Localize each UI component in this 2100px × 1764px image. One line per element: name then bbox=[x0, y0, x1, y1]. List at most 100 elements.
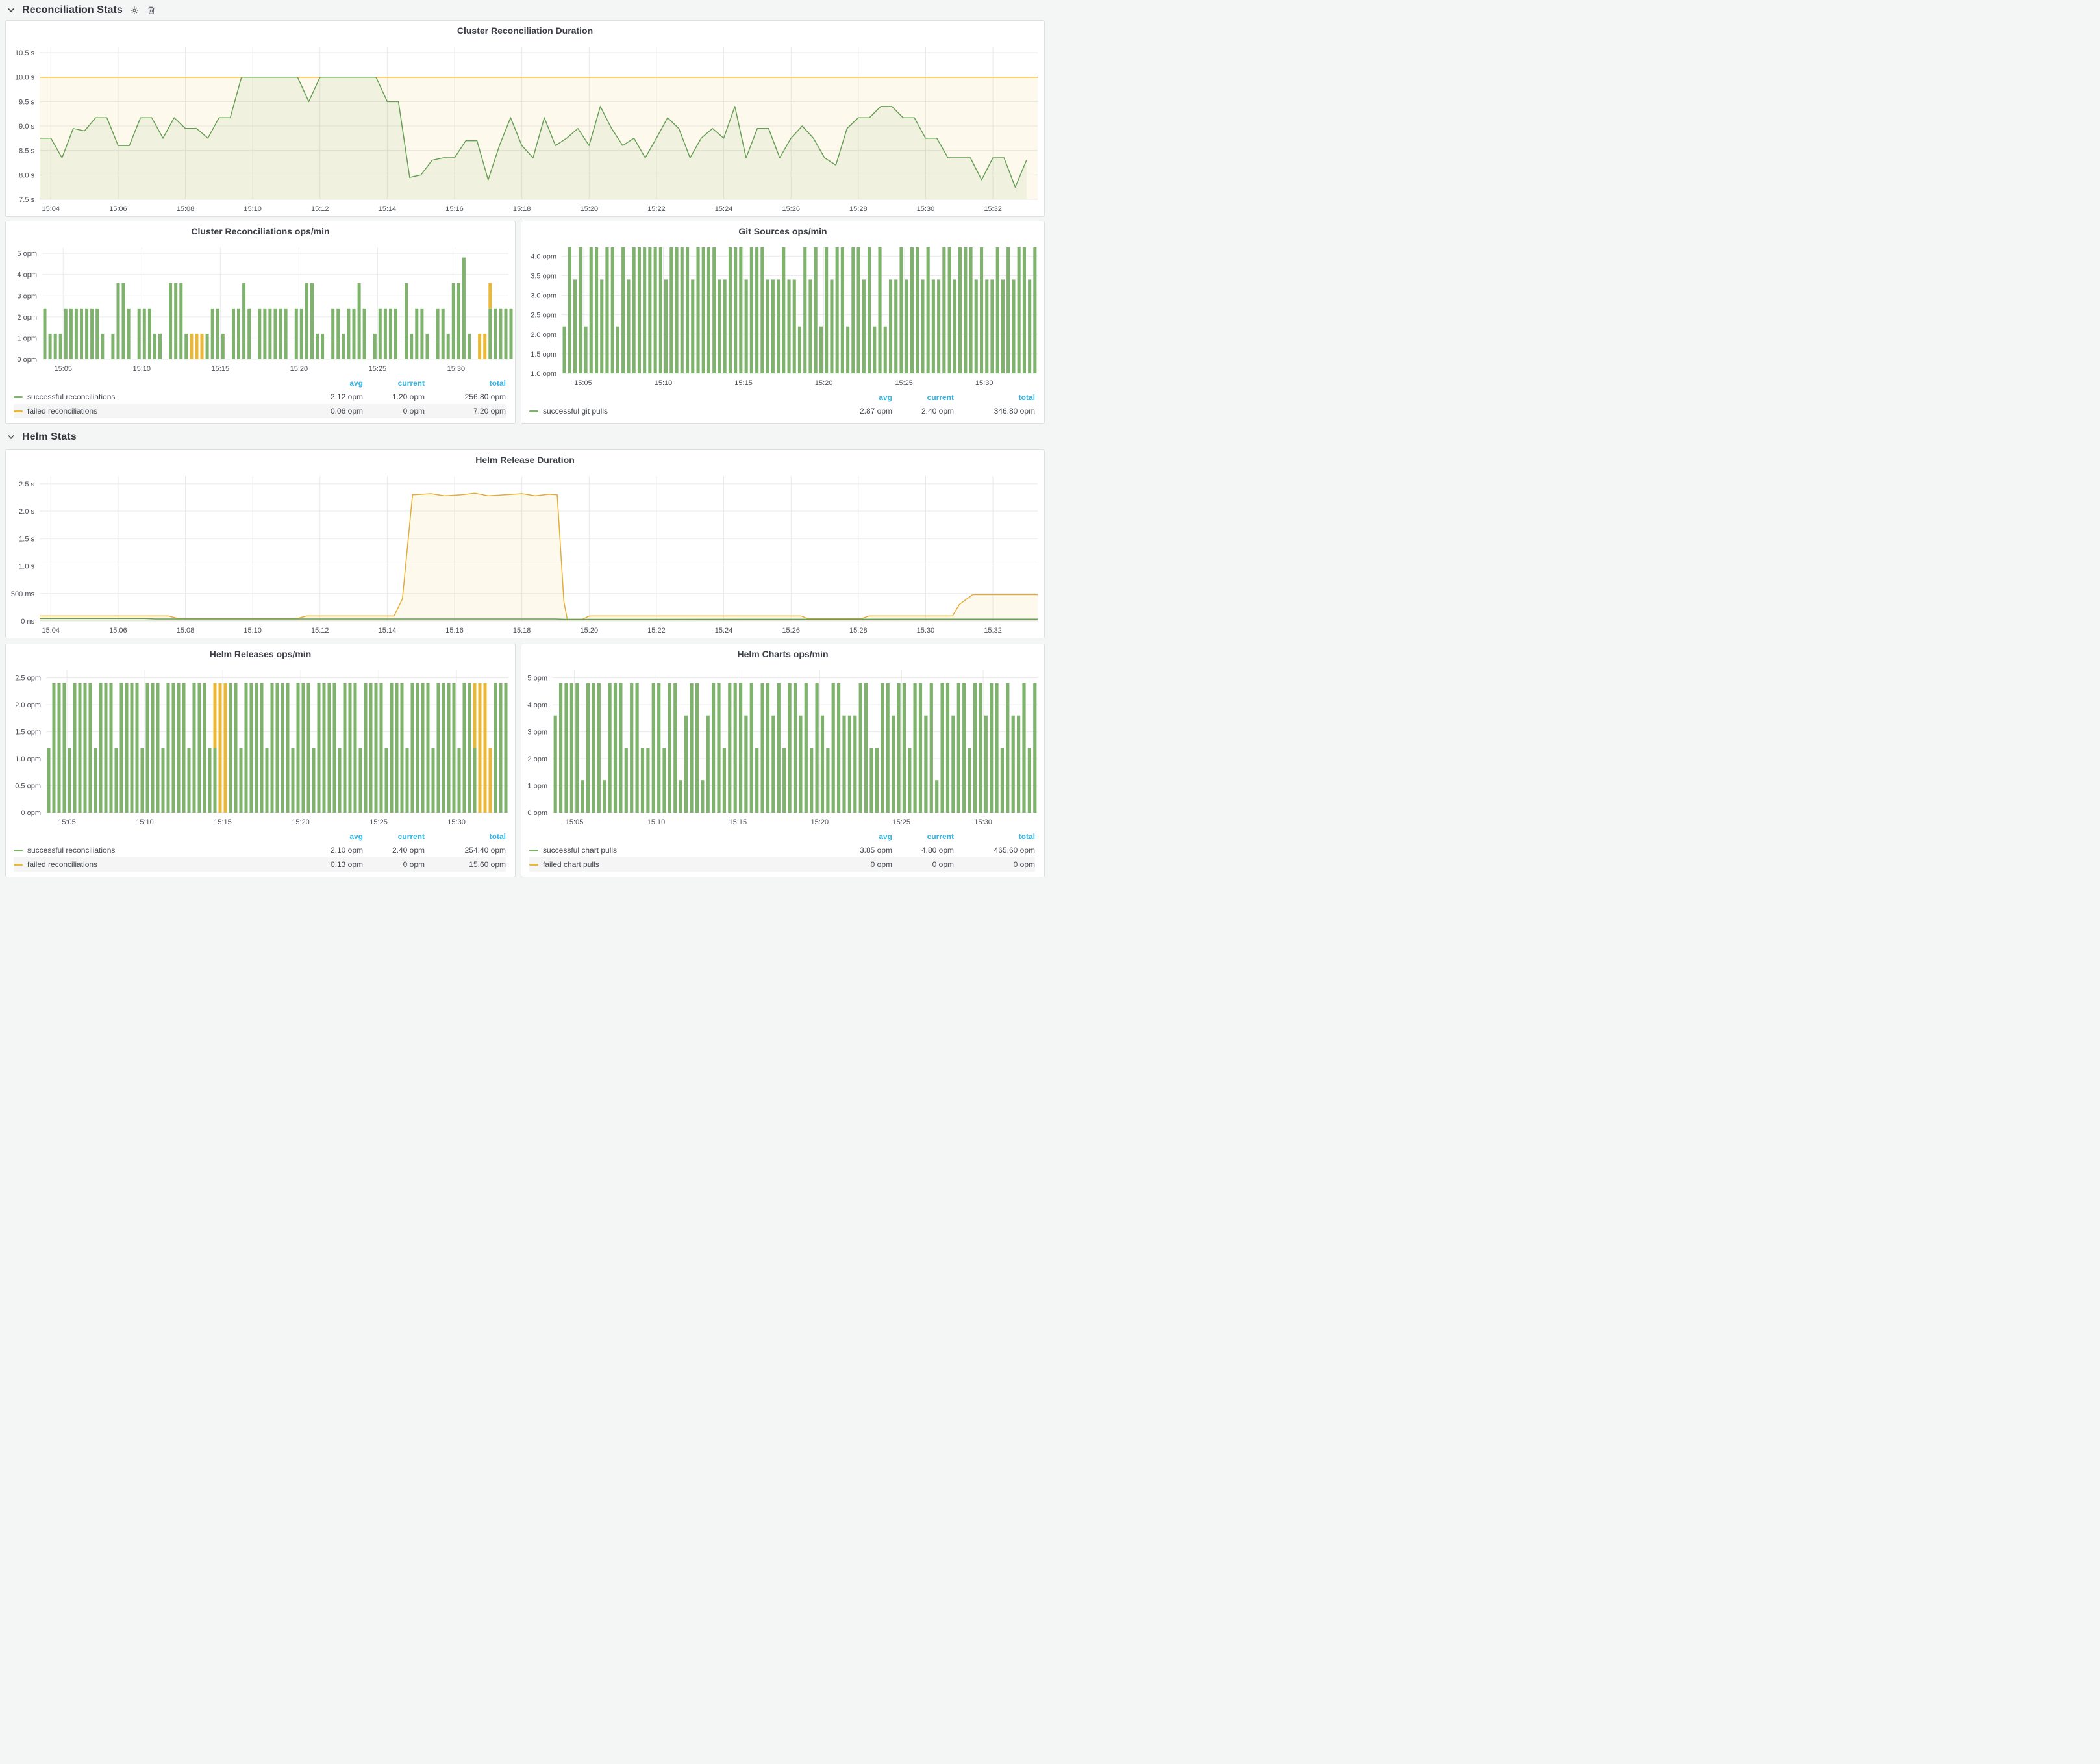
legend-value-avg: 0.06 opm bbox=[305, 404, 363, 418]
legend-value-total: 256.80 opm bbox=[464, 392, 506, 401]
svg-text:4.0 opm: 4.0 opm bbox=[531, 253, 556, 260]
svg-text:15:05: 15:05 bbox=[566, 818, 584, 826]
legend-series-swatch bbox=[529, 863, 538, 866]
svg-text:3.5 opm: 3.5 opm bbox=[531, 272, 556, 280]
svg-text:15:06: 15:06 bbox=[109, 627, 127, 635]
panel-title[interactable]: Helm Release Duration bbox=[475, 455, 575, 465]
legend-series-name: failed reconciliations bbox=[27, 860, 98, 869]
legend-sort-avg[interactable]: avg bbox=[349, 379, 363, 388]
svg-text:15:20: 15:20 bbox=[815, 379, 833, 387]
panel-cluster-reconciliations-opm: Cluster Reconciliations ops/min 15:05 15:… bbox=[5, 221, 516, 424]
svg-text:15:30: 15:30 bbox=[447, 365, 466, 373]
svg-text:15:05: 15:05 bbox=[54, 365, 72, 373]
svg-text:3.0 opm: 3.0 opm bbox=[531, 292, 556, 300]
legend-series-swatch bbox=[529, 849, 538, 851]
svg-text:15:20: 15:20 bbox=[581, 205, 599, 213]
svg-text:8.0 s: 8.0 s bbox=[19, 171, 34, 179]
svg-text:8.5 s: 8.5 s bbox=[19, 147, 34, 155]
legend-sort-avg[interactable]: avg bbox=[879, 393, 892, 402]
legend-series-name: successful reconciliations bbox=[27, 392, 116, 401]
svg-text:4 opm: 4 opm bbox=[17, 271, 37, 279]
cluster-reconciliation-duration-chart[interactable]: 15:04 15:06 15:08 15:10 15:12 15:14 15:16 15:18… bbox=[6, 40, 1044, 216]
legend-series-name: failed chart pulls bbox=[543, 860, 599, 869]
panel-title[interactable]: Cluster Reconciliations ops/min bbox=[191, 226, 330, 236]
svg-text:15:15: 15:15 bbox=[214, 818, 232, 826]
legend-value-avg: 2.87 opm bbox=[859, 407, 892, 416]
trash-icon[interactable] bbox=[146, 5, 156, 16]
panel-helm-charts-opm: Helm Charts ops/min 15:05 15:10 15:15 15:20… bbox=[521, 644, 1045, 877]
svg-text:3 opm: 3 opm bbox=[17, 292, 37, 300]
svg-text:15:32: 15:32 bbox=[984, 205, 1002, 213]
legend-series-label[interactable]: failed reconciliations bbox=[14, 404, 305, 418]
legend-value-current: 0 opm bbox=[363, 404, 425, 418]
section-title[interactable]: Helm Stats bbox=[22, 431, 77, 442]
svg-text:15:26: 15:26 bbox=[782, 205, 800, 213]
legend-value-total: 15.60 opm bbox=[425, 857, 506, 872]
legend-series-name: successful reconciliations bbox=[27, 846, 116, 855]
svg-text:0 opm: 0 opm bbox=[21, 809, 41, 817]
legend-sort-current[interactable]: current bbox=[397, 379, 425, 388]
legend-sort-avg[interactable]: avg bbox=[879, 832, 892, 841]
svg-text:15:28: 15:28 bbox=[849, 205, 868, 213]
chevron-down-icon[interactable] bbox=[6, 433, 16, 442]
svg-text:15:18: 15:18 bbox=[513, 205, 531, 213]
panel-title[interactable]: Cluster Reconciliation Duration bbox=[456, 25, 594, 36]
svg-text:15:26: 15:26 bbox=[782, 627, 800, 635]
svg-text:1.5 opm: 1.5 opm bbox=[15, 729, 41, 737]
legend: avg current total successful reconciliation… bbox=[6, 829, 515, 877]
svg-text:15:08: 15:08 bbox=[177, 627, 195, 635]
legend-sort-total[interactable]: total bbox=[1018, 832, 1035, 841]
legend-sort-total[interactable]: total bbox=[489, 379, 506, 388]
svg-text:15:15: 15:15 bbox=[734, 379, 753, 387]
svg-text:15:10: 15:10 bbox=[136, 818, 154, 826]
svg-text:1.0 opm: 1.0 opm bbox=[15, 755, 41, 763]
legend-sort-current[interactable]: current bbox=[397, 832, 425, 841]
svg-text:2.0 opm: 2.0 opm bbox=[15, 701, 41, 709]
legend-series-label[interactable]: failed chart pulls bbox=[529, 857, 834, 872]
svg-text:15:10: 15:10 bbox=[244, 627, 262, 635]
legend-series-swatch bbox=[14, 410, 23, 412]
svg-text:3 opm: 3 opm bbox=[527, 729, 547, 737]
legend-series-label[interactable]: successful git pulls bbox=[529, 404, 834, 418]
legend-sort-total[interactable]: total bbox=[489, 832, 506, 841]
section-title[interactable]: Reconciliation Stats bbox=[22, 4, 123, 16]
chevron-down-icon[interactable] bbox=[6, 6, 16, 15]
svg-text:1 opm: 1 opm bbox=[527, 783, 547, 790]
legend-sort-current[interactable]: current bbox=[927, 832, 954, 841]
legend-value-current: 4.80 opm bbox=[921, 846, 954, 855]
cluster-reconciliations-opm-chart[interactable]: 15:05 15:10 15:15 15:20 15:25 15:30 0 opm 1 opm… bbox=[6, 241, 515, 376]
legend-sort-current[interactable]: current bbox=[927, 393, 954, 402]
legend: avg current total successful reconciliation… bbox=[6, 376, 515, 423]
legend-sort-avg[interactable]: avg bbox=[349, 832, 363, 841]
svg-text:15:24: 15:24 bbox=[715, 627, 733, 635]
panel-title[interactable]: Git Sources ops/min bbox=[738, 226, 827, 236]
svg-text:15:16: 15:16 bbox=[445, 205, 464, 213]
legend-series-label[interactable]: successful chart pulls bbox=[529, 843, 834, 857]
legend-series-label[interactable]: successful reconciliations bbox=[14, 390, 305, 404]
svg-text:15:10: 15:10 bbox=[655, 379, 673, 387]
svg-text:15:20: 15:20 bbox=[290, 365, 308, 373]
legend-series-label[interactable]: successful reconciliations bbox=[14, 843, 305, 857]
helm-releases-opm-chart[interactable]: 15:05 15:10 15:15 15:20 15:25 15:30 0 opm 0.5 o… bbox=[6, 664, 515, 829]
svg-text:0.5 opm: 0.5 opm bbox=[15, 783, 41, 790]
svg-text:2.0 s: 2.0 s bbox=[19, 508, 34, 516]
legend-series-swatch bbox=[14, 863, 23, 866]
svg-text:2 opm: 2 opm bbox=[17, 314, 37, 321]
git-sources-opm-chart[interactable]: 15:05 15:10 15:15 15:20 15:25 15:30 1.0 opm 1.5… bbox=[521, 241, 1044, 390]
legend-series-label[interactable]: failed reconciliations bbox=[14, 857, 305, 872]
legend-value-current: 0 opm bbox=[363, 857, 425, 872]
legend-table: avg current total successful reconciliation… bbox=[14, 831, 506, 872]
svg-text:5 opm: 5 opm bbox=[17, 250, 37, 258]
helm-charts-opm-chart[interactable]: 15:05 15:10 15:15 15:20 15:25 15:30 0 opm 1 opm… bbox=[521, 664, 1044, 829]
panel-title[interactable]: Helm Releases ops/min bbox=[209, 649, 312, 659]
gear-icon[interactable] bbox=[129, 5, 140, 16]
legend-sort-total[interactable]: total bbox=[1018, 393, 1035, 402]
svg-text:7.5 s: 7.5 s bbox=[19, 196, 34, 204]
svg-text:15:20: 15:20 bbox=[811, 818, 829, 826]
panel-title[interactable]: Helm Charts ops/min bbox=[737, 649, 829, 659]
svg-text:15:15: 15:15 bbox=[212, 365, 230, 373]
legend-value-avg: 0 opm bbox=[834, 857, 892, 872]
svg-text:15:12: 15:12 bbox=[311, 627, 329, 635]
helm-release-duration-chart[interactable]: 15:04 15:06 15:08 15:10 15:12 15:14 15:16 15:18… bbox=[6, 470, 1044, 638]
legend-value-total: 254.40 opm bbox=[464, 846, 506, 855]
